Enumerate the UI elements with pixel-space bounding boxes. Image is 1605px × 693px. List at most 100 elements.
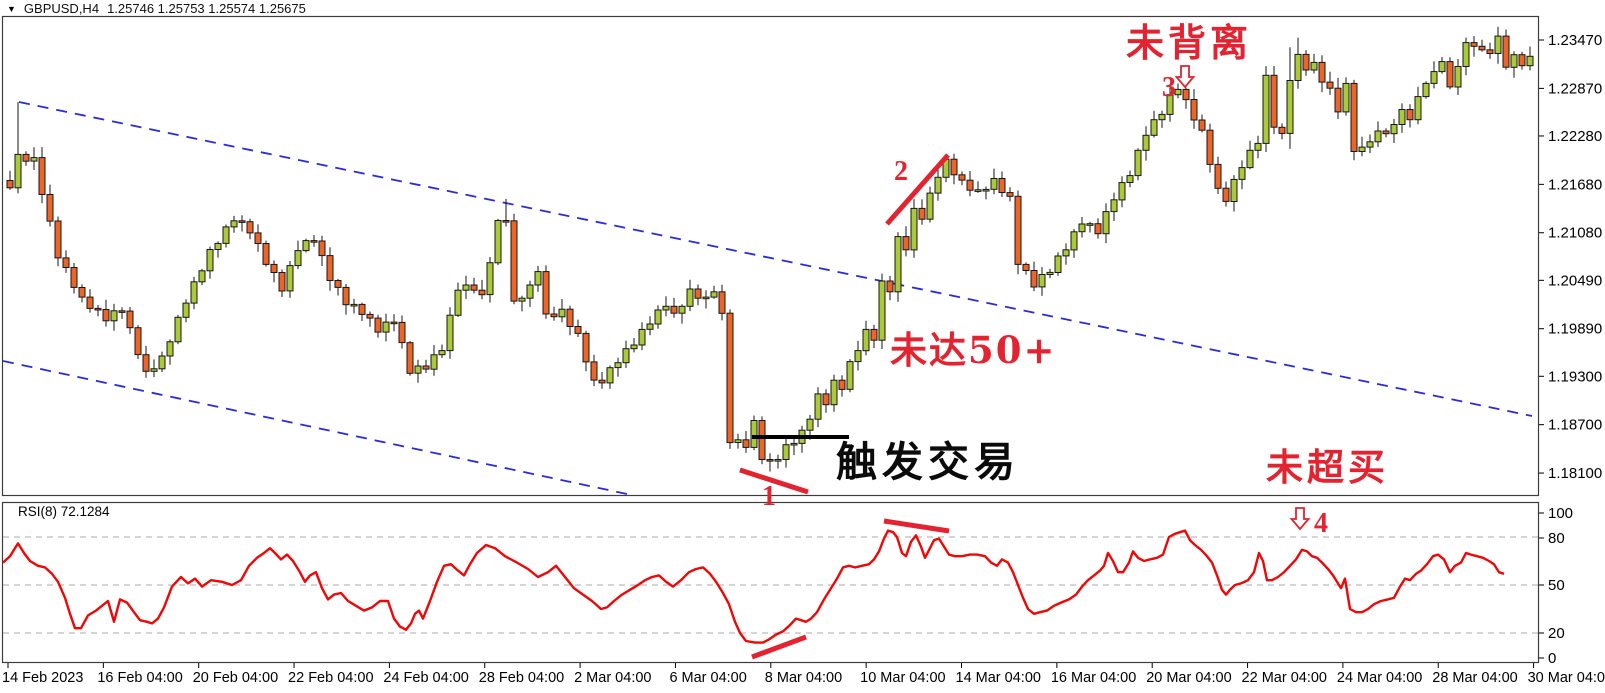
time-axis-label: 24 Feb 04:00 <box>383 670 468 686</box>
candle-body <box>710 291 718 298</box>
price-axis-label: 1.22870 <box>1548 80 1602 97</box>
time-axis-label: 20 Mar 04:00 <box>1146 670 1231 686</box>
candle-body <box>982 188 990 192</box>
candle-body <box>1374 130 1382 143</box>
symbol-timeframe-label: GBPUSD,H4 <box>23 1 100 16</box>
candle-body <box>1006 192 1014 197</box>
candle-body <box>790 442 798 446</box>
price-axis-label: 1.20490 <box>1548 272 1602 289</box>
candle-body <box>750 420 758 448</box>
candle-body <box>854 350 862 363</box>
candle-body <box>94 307 102 311</box>
candle-body <box>214 242 222 250</box>
annotation-not-overbought-text[interactable]: 未超买 <box>1266 445 1389 489</box>
candle-body <box>238 220 246 223</box>
down-arrow-icon[interactable] <box>1174 65 1196 89</box>
candle-body <box>870 328 878 341</box>
candle-body <box>342 286 350 306</box>
candle-body <box>1350 82 1358 152</box>
candle-body <box>926 192 934 220</box>
candle-body <box>1302 53 1310 71</box>
candle-body <box>1166 94 1174 115</box>
dropdown-triangle-icon[interactable]: ▼ <box>7 3 16 14</box>
candle-body <box>486 262 494 296</box>
time-axis-label: 22 Mar 04:00 <box>1242 670 1327 686</box>
candle-body <box>422 365 430 370</box>
red-trendline-segment-1[interactable] <box>739 467 809 495</box>
candle-body <box>838 379 846 390</box>
candle-body <box>678 305 686 314</box>
candle-body <box>302 240 310 252</box>
candle-body <box>1358 146 1366 153</box>
annotation-point-2-label[interactable]: 2 <box>894 156 908 187</box>
candle-body <box>1118 182 1126 201</box>
time-axis-label: 24 Mar 04:00 <box>1337 670 1422 686</box>
candle-body <box>758 420 766 460</box>
candle-body <box>206 249 214 272</box>
annotation-point-3-label[interactable]: 3 <box>1162 72 1176 103</box>
candle-body <box>1470 42 1478 47</box>
candle-body <box>638 328 646 346</box>
annotation-trigger-trade-text[interactable]: 触发交易 <box>836 438 1020 486</box>
annotation-point-4-label[interactable]: 4 <box>1314 508 1328 539</box>
candle-body <box>1054 255 1062 273</box>
candle-body <box>142 354 150 372</box>
annotation-point-1-label[interactable]: 1 <box>762 481 776 512</box>
red-trendline-segment-2[interactable] <box>885 153 950 226</box>
rsi-pane-border <box>1 501 1540 664</box>
candle-body <box>1438 61 1446 73</box>
candle-body <box>582 332 590 363</box>
candle-body <box>646 323 654 330</box>
candle-body <box>974 189 982 192</box>
candle-body <box>1262 74 1270 144</box>
candle-body <box>1478 45 1486 51</box>
candlestick-series[interactable] <box>6 26 1534 472</box>
red-trendline-rsi-top-segment[interactable] <box>883 518 950 534</box>
candle-body <box>70 267 78 288</box>
candle-body <box>1142 134 1150 151</box>
candle-body <box>1190 99 1198 121</box>
candle-body <box>1318 61 1326 83</box>
candle-body <box>1518 54 1526 67</box>
candle-body <box>62 257 70 268</box>
candle-body <box>1134 149 1142 177</box>
candle-body <box>390 321 398 325</box>
down-arrow-icon[interactable] <box>1289 507 1311 531</box>
candle-body <box>414 365 422 374</box>
rsi-axis[interactable]: 100 80 50 20 0 <box>1539 505 1573 667</box>
candle-body <box>318 240 326 257</box>
candle-body <box>246 221 254 234</box>
price-axis-label: 1.19890 <box>1548 321 1602 338</box>
annotation-below-50-text[interactable]: 未达50+ <box>890 328 1057 372</box>
candle-body <box>542 271 550 315</box>
candle-body <box>1150 119 1158 136</box>
candle-body <box>1046 271 1054 275</box>
channel-trendline[interactable] <box>3 360 628 495</box>
price-axis-label: 1.18700 <box>1548 417 1602 434</box>
price-axis[interactable]: 1.23470 1.22870 1.22280 1.21680 1.21080 1.204… <box>1539 32 1602 482</box>
candle-body <box>1454 66 1462 88</box>
candle-body <box>350 303 358 307</box>
candle-body <box>270 263 278 273</box>
channel-trendline[interactable] <box>18 101 1533 417</box>
candle-body <box>1214 163 1222 189</box>
candle-body <box>102 309 110 322</box>
candle-body <box>366 313 374 319</box>
candle-body <box>1254 142 1262 151</box>
time-axis[interactable]: 14 Feb 2023 16 Feb 04:00 20 Feb 04:00 22 Fe… <box>2 663 1605 686</box>
candle-body <box>1102 211 1110 235</box>
rsi-indicator-label: RSI(8) 72.1284 <box>18 504 110 519</box>
rsi-axis-label: 0 <box>1548 650 1556 667</box>
candle-body <box>158 355 166 370</box>
candle-body <box>1014 195 1022 265</box>
candle-body <box>862 328 870 352</box>
candle-body <box>1246 149 1254 169</box>
candle-body <box>118 310 126 313</box>
candle-body <box>1494 35 1502 54</box>
red-trendline-rsi-bottom-segment[interactable] <box>751 634 807 660</box>
candle-body <box>918 207 926 220</box>
candle-body <box>614 362 622 369</box>
time-axis-label: 16 Mar 04:00 <box>1051 670 1136 686</box>
annotation-no-divergence-text[interactable]: 未背离 <box>1126 20 1253 65</box>
